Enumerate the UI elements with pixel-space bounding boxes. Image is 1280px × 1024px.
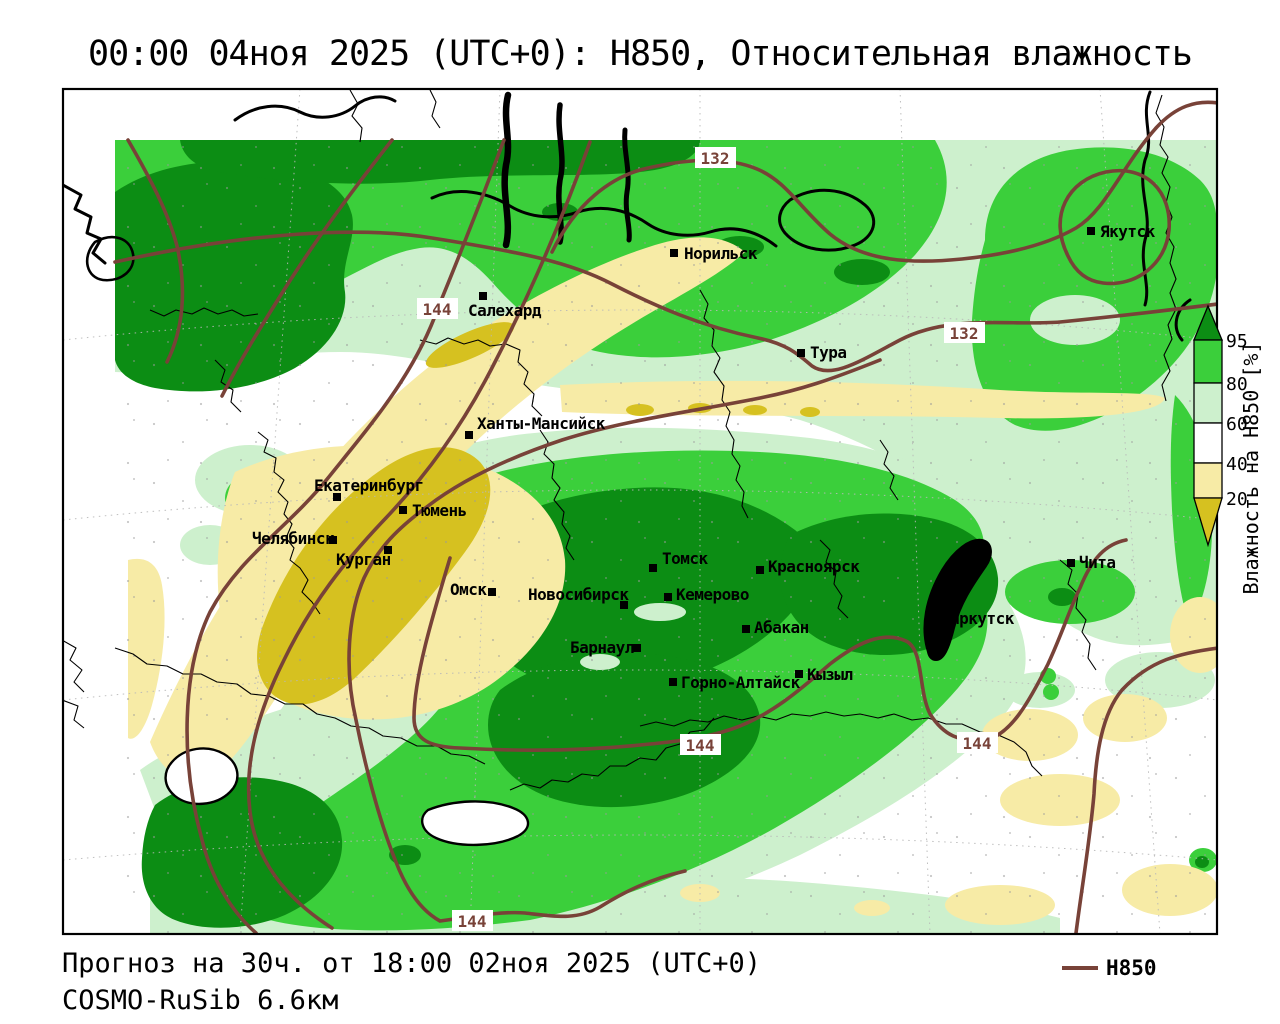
city-label: Кемерово <box>676 585 749 604</box>
contour-label: 144 <box>417 298 458 319</box>
city-label: Якутск <box>1100 222 1156 241</box>
colorbar-title: Влажность на H850 [%] <box>1239 342 1263 595</box>
contour-label-text: 132 <box>701 149 730 168</box>
city-label: Барнаул <box>570 638 634 657</box>
footer: Прогноз на 30ч. от 18:00 02ноя 2025 (UTC… <box>62 948 761 1016</box>
page-title: 00:00 04ноя 2025 (UTC+0): H850, Относите… <box>88 34 1193 74</box>
city-label: Иркутск <box>950 609 1015 628</box>
colorbar-arrow-bottom <box>1193 497 1223 548</box>
colorbar-segment <box>1193 462 1223 499</box>
colorbar-segment <box>1193 422 1223 464</box>
forecast-info: Прогноз на 30ч. от 18:00 02ноя 2025 (UTC… <box>62 948 761 979</box>
colorbar: 95 80 60 40 20 Влажность на H850 [%] <box>1193 304 1263 595</box>
city-marker <box>399 506 407 514</box>
city-label: Омск <box>450 580 487 599</box>
contour-label: 144 <box>957 732 998 753</box>
city-marker <box>1087 227 1095 235</box>
colorbar-segment <box>1193 339 1223 384</box>
city-marker <box>620 601 628 609</box>
colorbar-tick: 60 <box>1226 414 1248 435</box>
humidity-field: 132 132 144 144 144 144 <box>63 89 1217 934</box>
city-marker <box>633 644 641 652</box>
h850-contours <box>113 100 1217 934</box>
city-label: Екатеринбург <box>314 476 424 495</box>
city-marker <box>1067 559 1075 567</box>
coastlines <box>63 90 1192 847</box>
contour-label-text: 144 <box>963 734 992 753</box>
contour-label: 132 <box>944 322 985 343</box>
graticule <box>63 89 1217 934</box>
city-label: Кызыл <box>807 665 853 684</box>
city-marker <box>742 625 750 633</box>
city-marker <box>795 670 803 678</box>
city-label: Курган <box>336 550 391 569</box>
contour-labels: 132 132 144 144 144 144 <box>417 147 998 931</box>
h850-legend: H850 <box>1062 956 1157 980</box>
city-label: Томск <box>662 549 709 568</box>
city-marker <box>756 566 764 574</box>
city-marker <box>333 493 341 501</box>
city-marker <box>384 546 392 554</box>
city-label: Салехард <box>468 301 542 320</box>
city-label: Красноярск <box>768 557 860 576</box>
contour-label-text: 144 <box>423 300 452 319</box>
colorbar-tick: 95 <box>1226 331 1248 352</box>
contour-label-text: 144 <box>686 736 715 755</box>
city-label: Чита <box>1079 553 1116 572</box>
city-marker <box>669 678 677 686</box>
terrain-stipple <box>115 140 1217 934</box>
city-marker <box>479 292 487 300</box>
city-marker <box>465 431 473 439</box>
city-label: Горно-Алтайск <box>681 673 801 692</box>
h850-legend-label: H850 <box>1106 956 1157 980</box>
city-label: Тура <box>810 343 847 362</box>
colorbar-tick: 20 <box>1226 489 1248 510</box>
contour-label: 144 <box>680 734 721 755</box>
city-label: Челябинск <box>252 529 335 548</box>
colorbar-tick: 80 <box>1226 374 1248 395</box>
city-marker <box>938 614 946 622</box>
city-marker <box>797 349 805 357</box>
contour-label-text: 144 <box>458 912 487 931</box>
contour-label: 144 <box>452 910 493 931</box>
city-marker <box>649 564 657 572</box>
colorbar-tick: 40 <box>1226 454 1248 475</box>
city-marker <box>329 536 337 544</box>
city-layer: Норильск Салехард Тура Якутск Ханты-Манс… <box>252 222 1156 692</box>
contour-label-text: 132 <box>950 324 979 343</box>
city-label: Норильск <box>684 244 758 263</box>
city-label: Тюмень <box>412 501 467 520</box>
contour-label: 132 <box>695 147 736 168</box>
city-marker <box>664 593 672 601</box>
city-label: Новосибирск <box>528 585 629 604</box>
city-marker <box>488 588 496 596</box>
model-info: COSMO-RuSib 6.6км <box>62 985 339 1016</box>
colorbar-segment <box>1193 382 1223 424</box>
city-label: Ханты-Мансийск <box>477 414 606 433</box>
city-label: Абакан <box>754 618 809 637</box>
h850-legend-line <box>1062 966 1098 970</box>
city-marker <box>670 249 678 257</box>
